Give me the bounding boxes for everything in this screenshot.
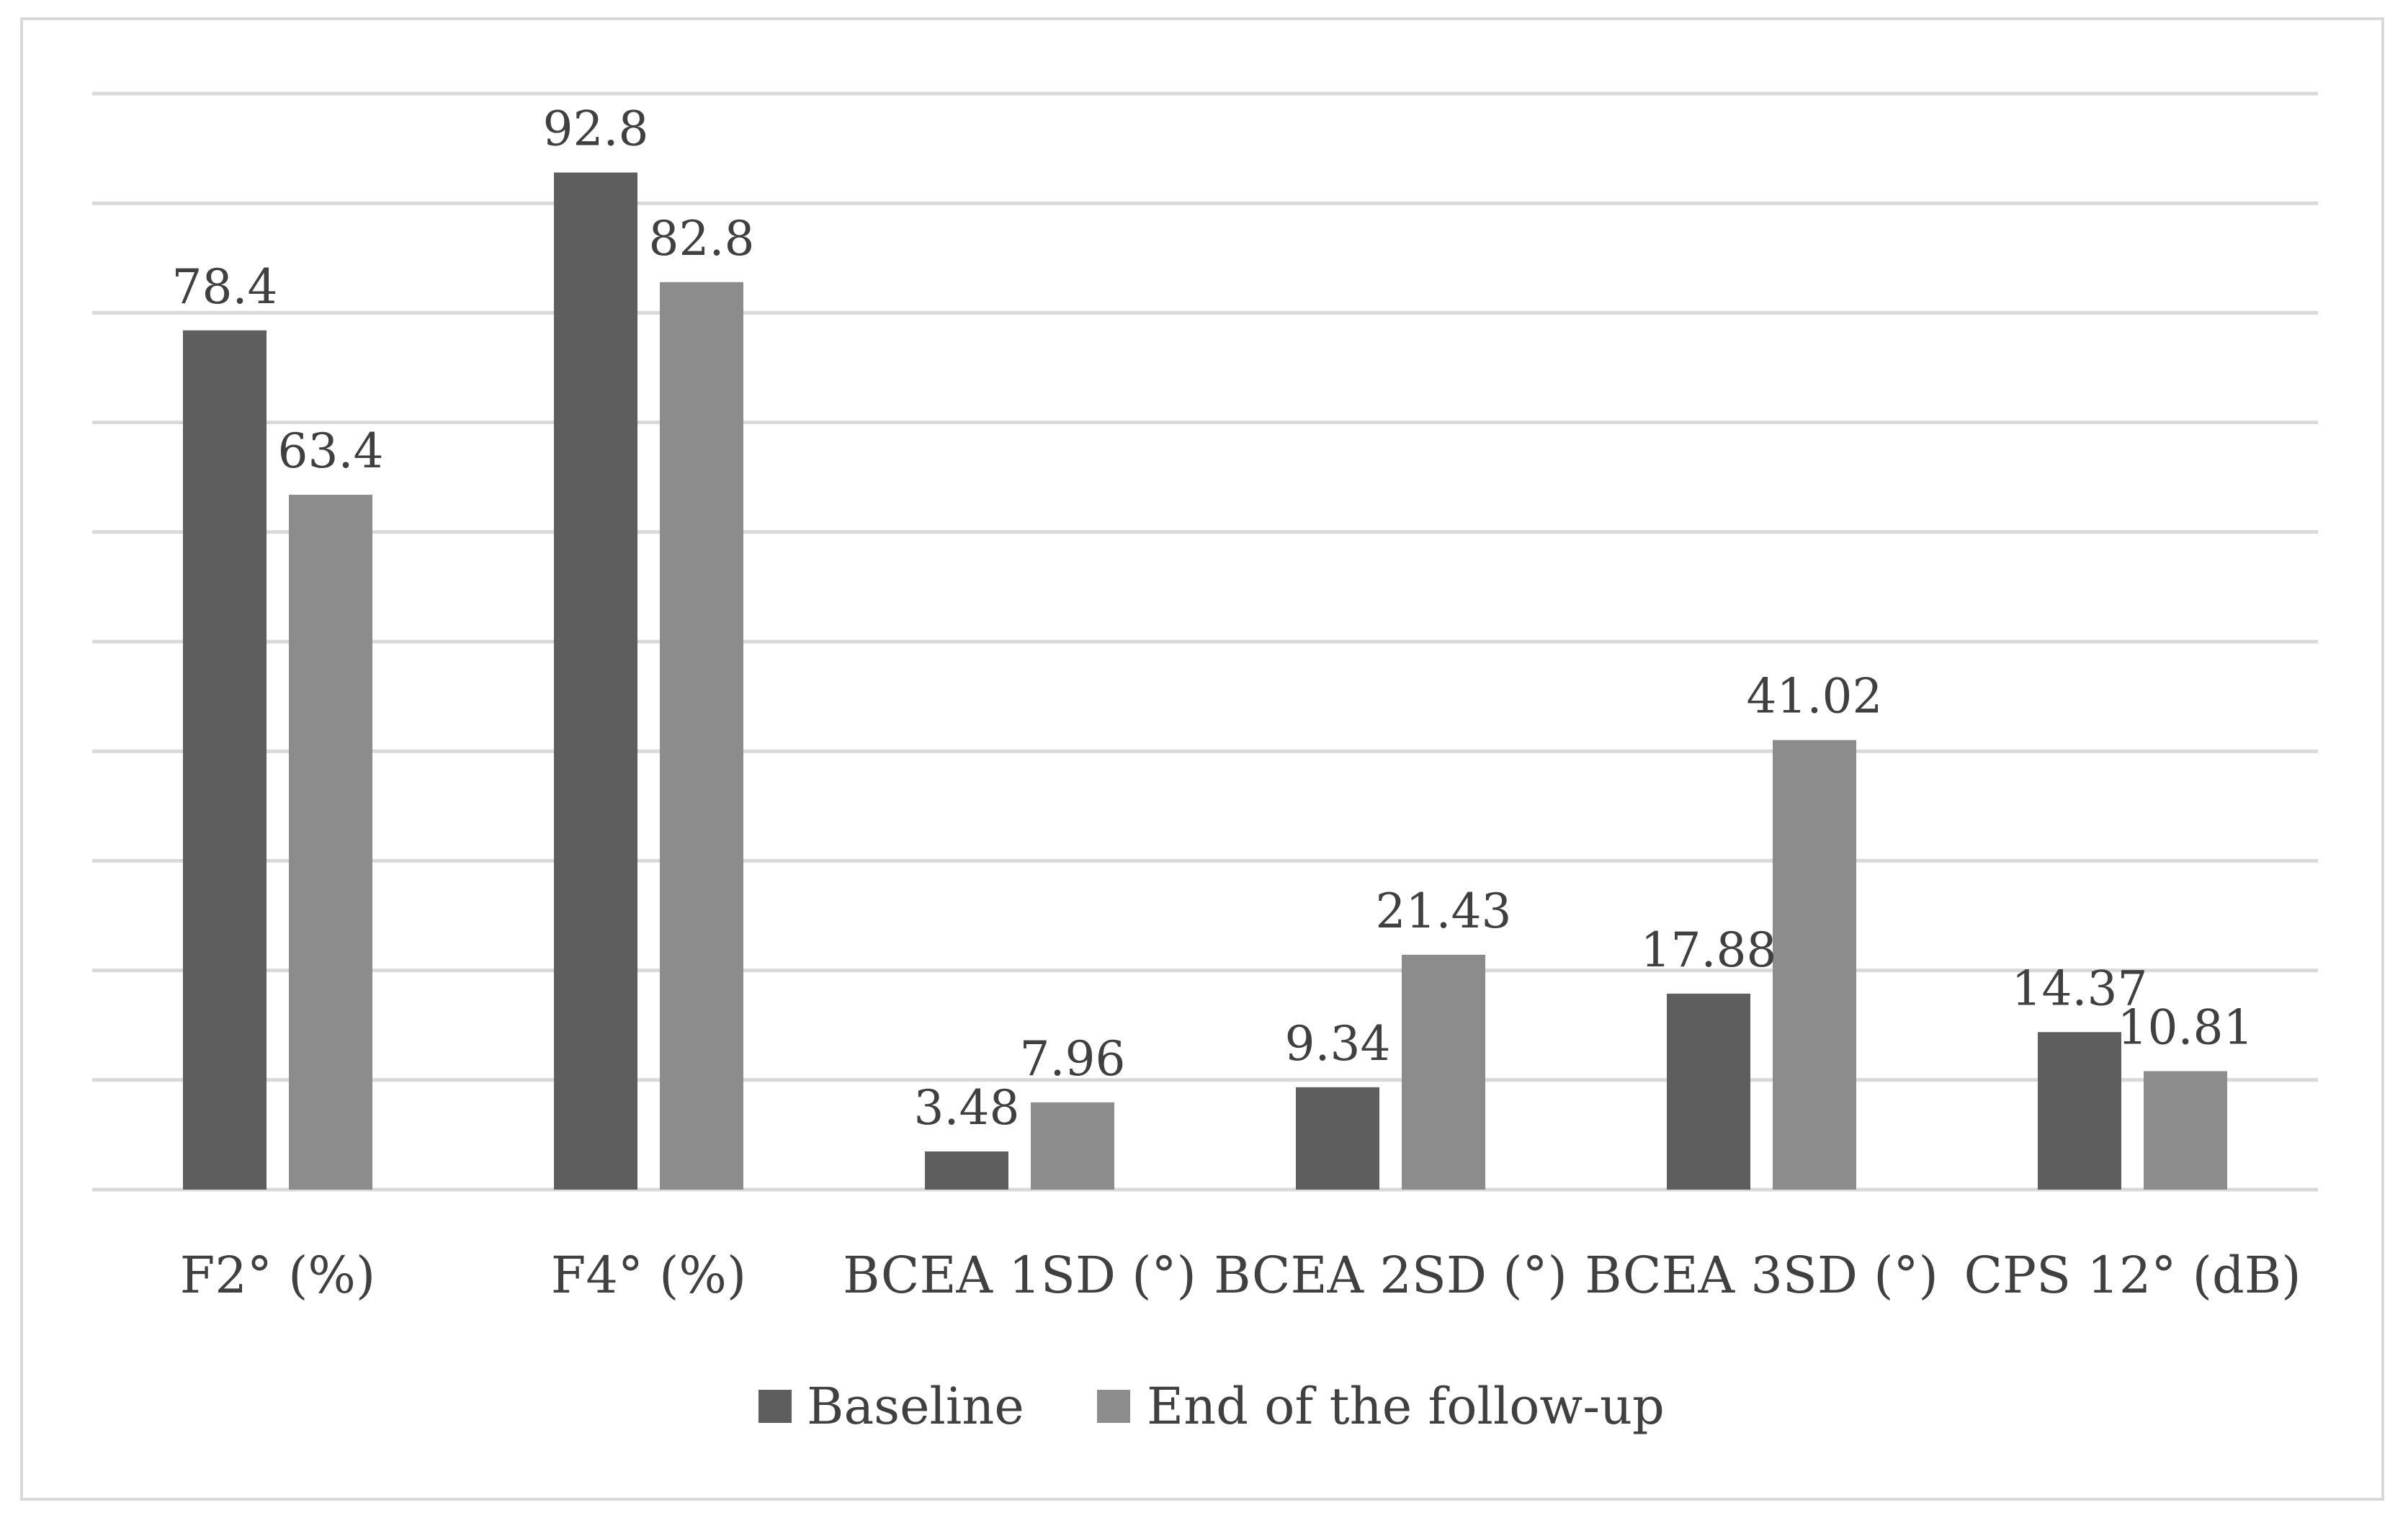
data-label: 14.37 [2012, 961, 2148, 1016]
bars [183, 172, 2227, 1190]
bar-follow-up-3 [1402, 954, 1485, 1190]
category-tick-label: CPS 12° (dB) [1964, 1246, 2301, 1305]
category-tick-label: BCEA 3SD (°) [1585, 1246, 1938, 1305]
legend-label-follow-up: End of the follow-up [1147, 1377, 1665, 1436]
legend-swatch-follow-up [1097, 1390, 1130, 1423]
bar-follow-up-1 [660, 282, 743, 1190]
data-label: 9.34 [1285, 1016, 1391, 1072]
category-tick-label: F4° (%) [551, 1246, 747, 1305]
data-label: 17.88 [1641, 922, 1777, 978]
data-label: 10.81 [2118, 999, 2254, 1055]
data-label: 63.4 [278, 423, 384, 479]
legend-swatch-baseline [758, 1390, 792, 1423]
data-label: 21.43 [1376, 884, 1512, 939]
legend-label-baseline: Baseline [807, 1377, 1024, 1436]
category-tick-label: BCEA 1SD (°) [843, 1246, 1196, 1305]
bar-baseline-4 [1667, 993, 1750, 1190]
bar-follow-up-5 [2144, 1071, 2227, 1190]
chart-frame [20, 17, 2384, 1501]
data-label: 82.8 [649, 211, 755, 266]
category-tick-label: F2° (%) [180, 1246, 376, 1305]
data-label: 3.48 [914, 1080, 1020, 1136]
bar-baseline-1 [554, 172, 637, 1190]
category-axis: F2° (%) F4° (%) BCEA 1SD (°) BCEA 2SD (°) BC… [180, 1246, 2301, 1305]
bar-follow-up-2 [1031, 1102, 1114, 1190]
bar-baseline-3 [1296, 1087, 1379, 1190]
bar-baseline-2 [925, 1151, 1008, 1190]
gridlines [92, 91, 2318, 1192]
bar-baseline-5 [2038, 1032, 2121, 1190]
data-label: 92.8 [543, 102, 649, 157]
data-labels: 78.4 63.4 92.882.8 3.487.96 9.34 21.43 17.88 41… [172, 102, 2254, 1136]
bar-follow-up-4 [1773, 740, 1856, 1190]
data-label: 41.02 [1747, 669, 1883, 724]
bar-follow-up-0 [289, 495, 372, 1190]
legend: Baseline End of the follow-up [758, 1377, 1665, 1436]
category-tick-label: BCEA 2SD (°) [1214, 1246, 1567, 1305]
bar-baseline-0 [183, 330, 267, 1190]
data-label: 7.96 [1020, 1031, 1126, 1087]
data-label: 78.4 [172, 259, 278, 315]
